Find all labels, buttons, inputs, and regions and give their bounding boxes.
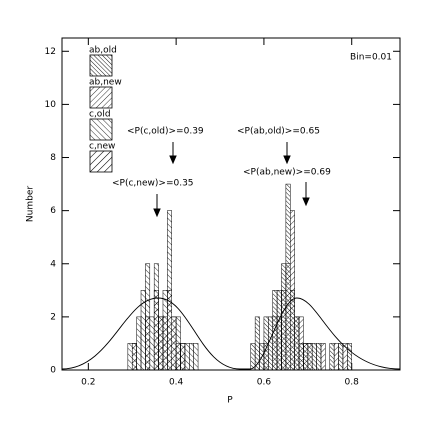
bar [263,343,269,371]
bar [347,343,352,371]
x-tick-label: 0.8 [345,378,360,388]
bar [281,290,287,371]
legend-swatch [89,54,113,77]
annotation: <P(ab,new)>=0.69 [243,168,331,178]
legend-label: ab,old [89,46,117,56]
bar [127,343,133,371]
bar [175,343,181,371]
bar [149,316,155,371]
fit-curve [61,297,401,370]
bar [254,316,260,371]
bar [162,316,168,371]
bar [189,343,194,371]
legend-swatch [89,118,113,141]
bar [171,316,177,371]
bar [311,343,317,371]
x-tick-label: 0.4 [169,378,184,388]
y-tick-label: 2 [50,312,56,322]
y-tick-label: 0 [50,366,56,376]
bar [250,343,256,371]
bar [272,316,278,371]
y-tick-label: 6 [50,206,56,216]
bar [180,343,186,371]
bar [316,343,322,371]
bar [140,290,146,371]
legend-label: ab,new [89,78,122,88]
legend-label: c,old [89,110,111,120]
bar [290,210,295,371]
bar [167,290,172,371]
y-tick-label: 4 [50,259,56,269]
bar [268,316,273,371]
x-tick-label: 0.2 [81,378,95,388]
y-tick-label: 12 [45,47,56,57]
bar [303,343,309,371]
bar [153,290,159,371]
bar [276,316,282,371]
x-axis-label: P [227,396,233,406]
bar [136,316,142,371]
legend-swatch [89,86,113,109]
y-tick-label: 10 [45,100,57,110]
bar [298,316,304,371]
annotation: <P(c,new)>=0.35 [112,179,194,189]
annotation: <P(c,old)>=0.39 [127,127,204,137]
bar [158,316,164,371]
y-tick-label: 8 [50,153,56,163]
bar [342,343,348,371]
annotation: Bin=0.01 [350,53,392,63]
legend-label: c,new [89,142,115,152]
x-tick-label: 0.6 [257,378,272,388]
legend-swatch [89,150,113,173]
annotation: <P(ab,old)>=0.65 [237,127,320,137]
bar [259,343,265,371]
bar [307,343,313,371]
bar [285,263,291,371]
bar [294,316,300,371]
y-axis-label: Number [26,186,36,222]
bar [184,343,190,371]
bar [320,343,326,371]
bar [131,343,137,371]
bar [145,316,151,371]
bar [329,343,335,371]
bar [193,343,199,371]
bar [338,343,344,371]
plot-frame [61,37,401,371]
arrows [153,142,310,218]
bar [333,343,339,371]
